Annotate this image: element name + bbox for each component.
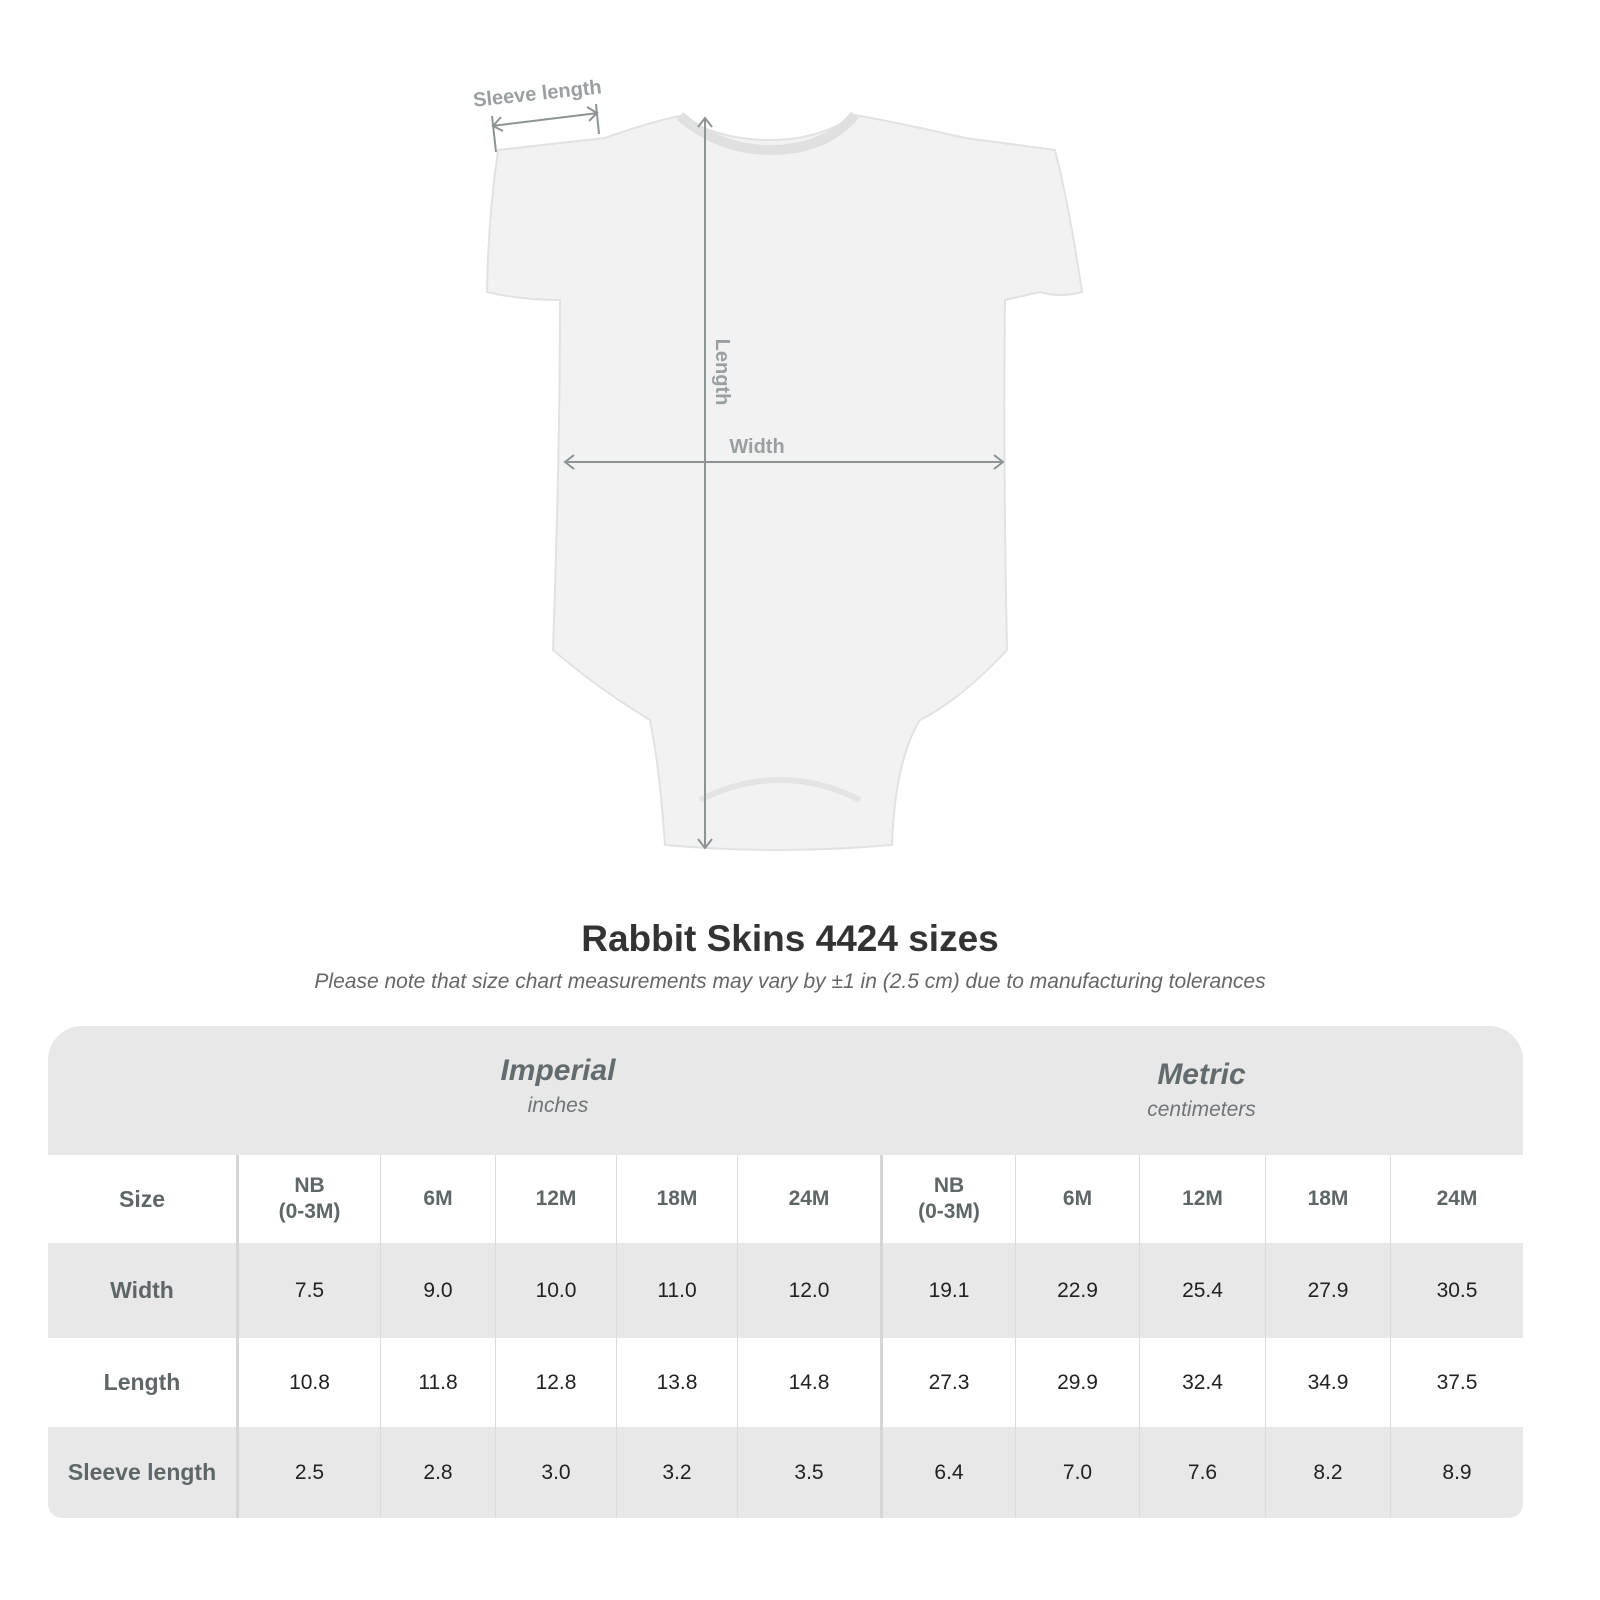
table-row: Width 7.5 9.0 10.0 11.0 12.0 19.1 22.9 25.4 27.9 3… [48,1243,1523,1338]
size-header: 6M [380,1155,495,1243]
table-cell: 2.8 [380,1427,495,1518]
imperial-heading: Imperial [500,1054,616,1087]
table-cell: 3.0 [495,1427,616,1518]
table-cell: 27.9 [1265,1243,1390,1338]
table-cell: 10.8 [236,1338,380,1427]
table-cell: 13.8 [616,1338,737,1427]
row-label: Length [103,1369,181,1395]
metric-heading: Metric [1157,1058,1246,1091]
row-label: Sleeve length [67,1459,217,1485]
size-header: 6M [1015,1155,1139,1243]
table-cell: 22.9 [1015,1243,1139,1338]
table-cell: 34.9 [1265,1338,1390,1427]
size-header: 18M [616,1155,737,1243]
onesie-illustration [485,113,1084,851]
table-cell: 8.9 [1390,1427,1523,1518]
size-header: 24M [737,1155,880,1243]
size-header: 24M [1390,1155,1523,1243]
table-cell: 3.5 [737,1427,880,1518]
table-cell: 12.0 [737,1243,880,1338]
table-row: Length 10.8 11.8 12.8 13.8 14.8 27.3 29.9 32.4 34… [48,1338,1523,1427]
table-cell: 30.5 [1390,1243,1523,1338]
tolerance-note: Please note that size chart measurements… [314,970,1266,993]
table-cell: 9.0 [380,1243,495,1338]
imperial-header: Imperial inches [236,1026,880,1155]
table-cell: 11.8 [380,1338,495,1427]
length-label: Length [711,339,733,406]
table-cell: 25.4 [1139,1243,1265,1338]
size-header: NB (0-3M) [880,1155,1015,1243]
page-title: Rabbit Skins 4424 sizes [581,918,999,959]
table-cell: 19.1 [880,1243,1015,1338]
size-header: NB (0-3M) [236,1155,380,1243]
table-cell: 7.6 [1139,1427,1265,1518]
size-header-row: Size NB (0-3M) 6M 12M 18M 24M NB (0-3M) 6M 12M 18… [48,1155,1523,1243]
table-cell: 8.2 [1265,1427,1390,1518]
table-cell: 2.5 [236,1427,380,1518]
metric-header: Metric centimeters [880,1026,1523,1155]
sleeve-length-label: Sleeve length [472,76,603,111]
size-header: 12M [495,1155,616,1243]
table-cell: 10.0 [495,1243,616,1338]
size-header: 12M [1139,1155,1265,1243]
imperial-unit: inches [527,1094,589,1117]
table-cell: 6.4 [880,1427,1015,1518]
table-cell: 11.0 [616,1243,737,1338]
row-label: Size [118,1185,166,1212]
table-cell: 3.2 [616,1427,737,1518]
table-cell: 32.4 [1139,1338,1265,1427]
table-cell: 27.3 [880,1338,1015,1427]
size-header: 18M [1265,1155,1390,1243]
table-cell: 7.5 [236,1243,380,1338]
table-cell: 7.0 [1015,1427,1139,1518]
table-row: Sleeve length 2.5 2.8 3.0 3.2 3.5 6.4 7.0 7.6 8.2… [48,1427,1523,1518]
metric-unit: centimeters [1147,1098,1256,1121]
width-label: Width [729,436,784,458]
size-table: Imperial inches Metric centimeters Size N… [48,1026,1523,1518]
table-cell: 12.8 [495,1338,616,1427]
table-cell: 14.8 [737,1338,880,1427]
table-cell: 29.9 [1015,1338,1139,1427]
measurement-arrows [491,103,1005,850]
table-cell: 37.5 [1390,1338,1523,1427]
row-label: Width [110,1277,174,1303]
onesie-diagram: Sleeve length Length Width [472,76,1084,851]
